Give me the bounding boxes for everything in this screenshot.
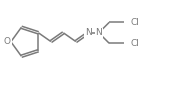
Text: Cl: Cl xyxy=(130,18,139,27)
Text: N: N xyxy=(95,28,102,37)
Text: Cl: Cl xyxy=(130,39,139,48)
Text: N: N xyxy=(85,28,92,37)
Text: O: O xyxy=(4,37,11,46)
